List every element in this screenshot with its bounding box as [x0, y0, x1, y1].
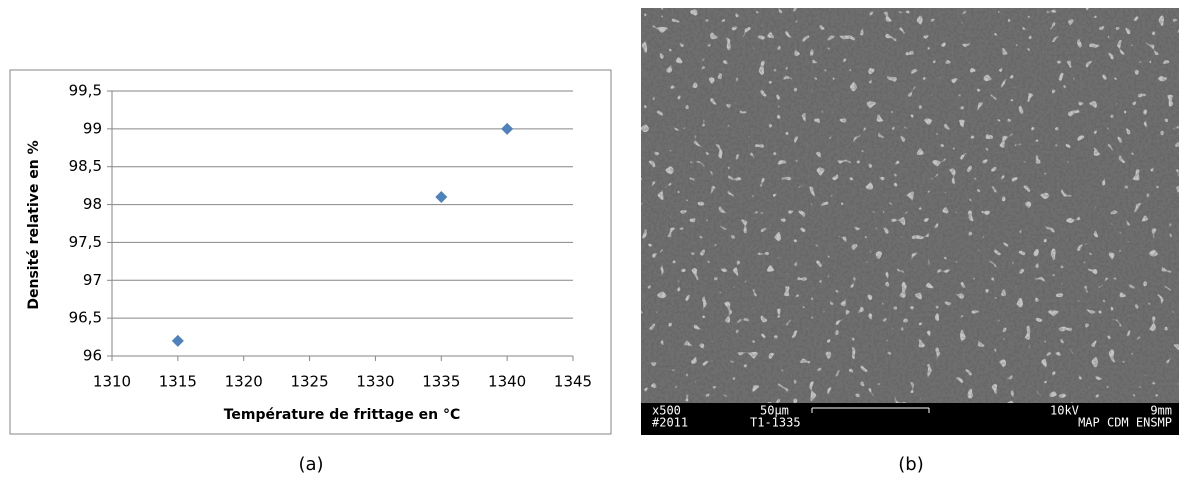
- y-tick-label: 99,5: [69, 82, 102, 100]
- sem-magnification: x500: [652, 404, 681, 418]
- sem-phase: [641, 8, 1179, 403]
- x-tick-label: 1325: [290, 373, 328, 391]
- x-tick-label: 1345: [554, 373, 592, 391]
- sem-scale: 50μm: [760, 404, 789, 418]
- y-tick-label: 98: [83, 195, 102, 213]
- sem-distance: 9mm: [1150, 404, 1172, 418]
- sem-number: #2011: [652, 416, 688, 430]
- x-tick-label: 1335: [422, 373, 460, 391]
- x-tick-label: 1315: [159, 373, 197, 391]
- caption: (b): [898, 454, 923, 475]
- x-tick-label: 1330: [356, 373, 394, 391]
- sem-voltage: 10kV: [1050, 404, 1079, 418]
- y-tick-label: 97: [83, 271, 102, 289]
- sem-lab: MAP CDM ENSMP: [1078, 416, 1172, 430]
- plot: 96 96,5 97 97,5 98 98,5 99 99,5 1310 1315 1320 1325…: [69, 82, 593, 391]
- x-tick-label: 1310: [93, 373, 131, 391]
- x-axis-label: Température de frittage en °C: [224, 407, 461, 423]
- data-point: [435, 191, 448, 203]
- sem-sample: T1-1335: [750, 416, 801, 430]
- y-axis-label: Densité relative en %: [26, 140, 42, 309]
- y-tick-label: 96: [83, 347, 102, 365]
- caption: (a): [298, 454, 323, 475]
- micrograph: x500 #2011 50μm T1-1335 10kV 9mm MAP CDM…: [641, 8, 1179, 435]
- data-point: [171, 334, 184, 347]
- x-tick-label: 1340: [488, 373, 526, 391]
- y-tick-label: 96,5: [69, 309, 102, 327]
- y-tick-label: 97,5: [69, 233, 102, 251]
- x-tick-label: 1320: [225, 373, 263, 391]
- y-tick-label: 98,5: [69, 157, 102, 175]
- data-point: [501, 122, 514, 135]
- y-tick-label: 99: [83, 119, 102, 137]
